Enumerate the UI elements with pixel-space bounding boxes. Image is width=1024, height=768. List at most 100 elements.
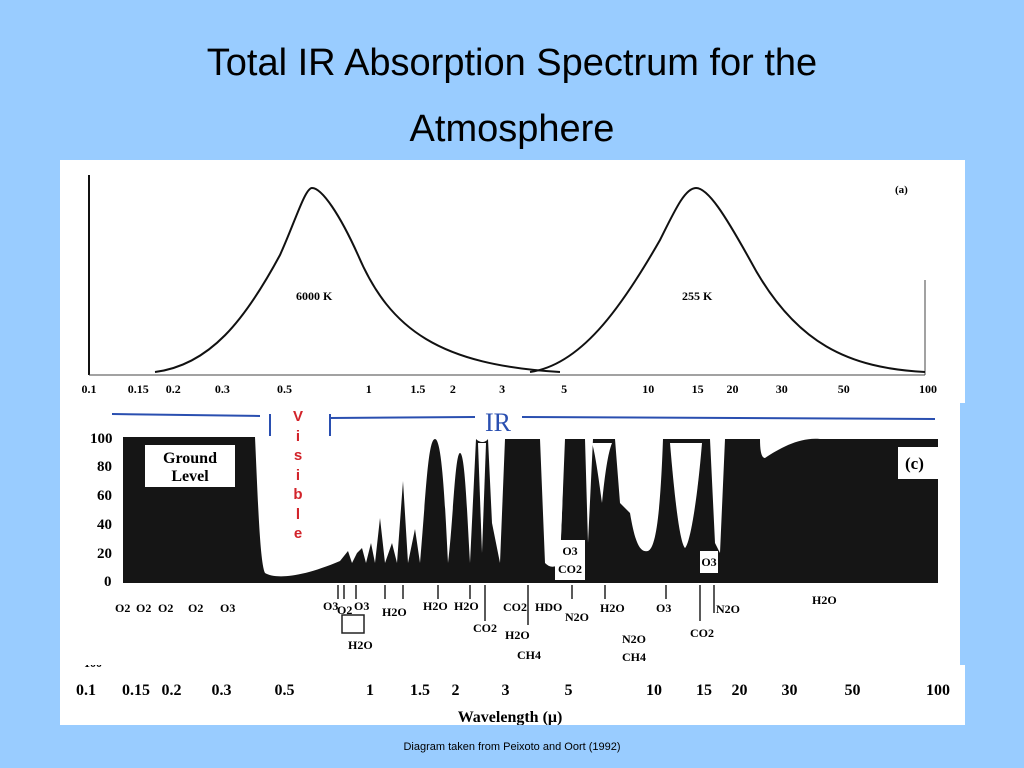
wavelength-axis-panel: 100 0.1 0.15 0.2 0.3 0.5 1 1.5 2 3 5 10 15 20 30 50 100… <box>60 656 965 726</box>
inner-label-o3-2: O3 <box>701 555 716 569</box>
gas-h2o-3: H2O <box>423 599 448 613</box>
wavelength-tick-14: 50 <box>845 682 861 699</box>
wavelength-tick-4: 0.5 <box>275 682 295 699</box>
gas-n2o-3: N2O <box>622 632 646 646</box>
curve-6000k <box>154 186 561 373</box>
gas-o2-4: O2 <box>188 601 203 615</box>
window-gap-2 <box>550 443 564 553</box>
wavelength-tick-12: 20 <box>732 682 748 699</box>
panel-c-tag: (c) <box>905 454 924 473</box>
wavelength-tick-10: 10 <box>646 682 662 699</box>
gas-o2-1: O2 <box>115 601 130 615</box>
wavelength-tick-0: 0.1 <box>82 382 97 396</box>
source-caption: Diagram taken from Peixoto and Oort (199… <box>403 741 621 753</box>
wavelength-tick-2: 0.2 <box>162 682 182 699</box>
wavelength-axis: 100 0.1 0.15 0.2 0.3 0.5 1 1.5 2 3 5 10 15 20 30 50 100… <box>76 656 950 726</box>
wavelength-tick-6: 1.5 <box>410 682 430 699</box>
label-255k: 255 K <box>682 289 713 303</box>
gas-o3-1: O3 <box>220 601 235 615</box>
wavelength-tick-15: 100 <box>926 682 950 699</box>
visible-letter-b: b <box>293 486 303 503</box>
window-gap-1 <box>478 443 486 553</box>
gas-n2o-2: N2O <box>716 602 740 616</box>
wavelength-tick-13: 30 <box>776 382 788 396</box>
inner-label-o3: O3 <box>562 544 577 558</box>
visible-letter-s: s <box>293 447 303 464</box>
inner-label-co2: CO2 <box>558 562 582 576</box>
slide-title-line2: Atmosphere <box>409 108 615 150</box>
ground-label-1: Ground <box>163 450 217 467</box>
wavelength-tick-2: 0.2 <box>166 382 181 396</box>
window-gap-3 <box>670 443 702 548</box>
o3-box-2 <box>700 551 718 573</box>
ground-label-2: Level <box>171 468 209 485</box>
wavelength-tick-11: 15 <box>692 382 704 396</box>
ir-marker-right-line <box>521 416 936 420</box>
wavelength-tick-13: 30 <box>782 682 798 699</box>
blackbody-panel: 6000 K 255 K (a) 0.1 0.15 0.2 0.3 0.5 1 1.5 2 3 5… <box>60 160 965 403</box>
wavelength-tick-1: 0.15 <box>122 682 150 699</box>
wavelength-tick-7: 2 <box>450 382 456 396</box>
y-axis-ticks: 100 80 60 40 20 0 <box>90 431 113 590</box>
ir-marker-mid-line <box>329 416 476 419</box>
wavelength-tick-7: 2 <box>452 682 460 699</box>
top-axis-tick-labels: 0.1 0.15 0.2 0.3 0.5 1 1.5 2 3 5 10 15 20 30 50 100 <box>82 382 938 396</box>
visible-letter-l: l <box>295 505 301 523</box>
gas-n2o-1: N2O <box>565 610 589 624</box>
gas-o3-4: O3 <box>656 601 671 615</box>
gas-ch4-1: CH4 <box>517 648 541 662</box>
gas-labels: O2 O2 O2 O2 O3 O3 O2 O3 H2O H2O H2O H2O … <box>115 593 837 664</box>
axis-top-tick-100: 100 <box>84 665 102 670</box>
visible-label: V i s i b l e <box>289 407 307 544</box>
o3-co2-box <box>555 540 585 580</box>
wavelength-tick-0: 0.1 <box>76 682 96 699</box>
gas-o2-2: O2 <box>136 601 151 615</box>
wavelength-tick-4: 0.5 <box>277 382 292 396</box>
gas-h2o-5: H2O <box>600 601 625 615</box>
y-tick-20: 20 <box>97 546 112 562</box>
gas-co2-2: CO2 <box>473 621 497 635</box>
visible-letter-e: e <box>293 525 303 542</box>
y-tick-80: 80 <box>97 459 112 475</box>
tag-c-box <box>898 447 940 479</box>
wavelength-tick-10: 10 <box>642 382 654 396</box>
label-6000k: 6000 K <box>296 289 333 303</box>
wavelength-tick-5: 1 <box>366 382 372 396</box>
gas-hdo: HDO <box>535 600 562 614</box>
visible-letter-i1: i <box>295 427 301 445</box>
y-tick-0: 0 <box>104 574 112 590</box>
wavelength-tick-1: 0.15 <box>128 382 149 396</box>
ir-marker-left-line <box>111 413 261 417</box>
window-gap-4 <box>592 443 612 503</box>
gas-o3-3: O3 <box>354 599 369 613</box>
y-tick-60: 60 <box>97 488 112 504</box>
gas-o2-5: O2 <box>337 603 352 617</box>
wavelength-tick-5: 1 <box>366 682 374 699</box>
absorption-chart: IR 100 80 60 40 20 0 Ground Level (c) O3… <box>60 408 960 667</box>
y-tick-100: 100 <box>90 431 113 447</box>
gas-h2o-7: H2O <box>505 628 530 642</box>
visible-letter-i2: i <box>295 466 301 484</box>
wavelength-tick-11: 15 <box>696 682 712 699</box>
wavelength-tick-15: 100 <box>919 382 937 396</box>
ground-level-box <box>145 445 235 487</box>
gas-h2o-6: H2O <box>812 593 837 607</box>
wavelength-tick-9: 5 <box>565 682 573 699</box>
panel-a-tag: (a) <box>895 184 908 196</box>
wavelength-tick-9: 5 <box>561 382 567 396</box>
blackbody-chart: 6000 K 255 K (a) 0.1 0.15 0.2 0.3 0.5 1 1.5 2 3 5… <box>82 175 938 396</box>
y-tick-40: 40 <box>97 517 112 533</box>
gas-h2o-4: H2O <box>454 599 479 613</box>
x-axis-label: Wavelength (μ) <box>458 709 563 725</box>
gas-h2o-2: H2O <box>382 605 407 619</box>
wavelength-tick-8: 3 <box>499 382 505 396</box>
gas-co2-1: CO2 <box>503 600 527 614</box>
gas-co2-3: CO2 <box>690 626 714 640</box>
ir-label: IR <box>485 408 512 437</box>
band-marker-lines <box>337 585 715 625</box>
gas-o2-3: O2 <box>158 601 173 615</box>
wavelength-tick-14: 50 <box>838 382 850 396</box>
gas-h2o-1: H2O <box>348 638 373 652</box>
curve-255k <box>529 186 926 373</box>
wavelength-tick-12: 20 <box>727 382 739 396</box>
